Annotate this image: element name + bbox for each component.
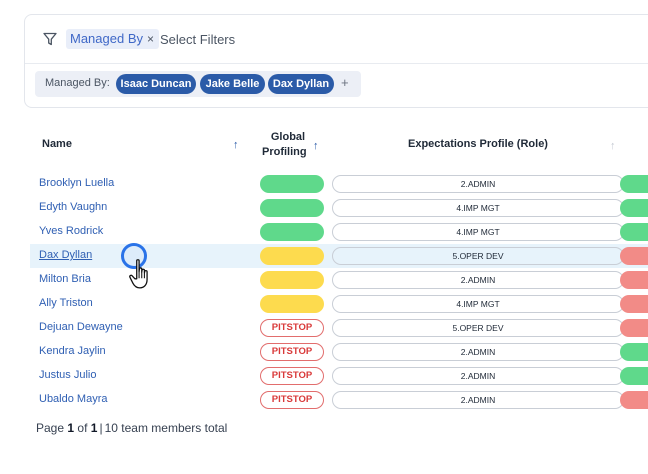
header-global-profiling-line2[interactable]: Profiling <box>262 146 307 158</box>
table-row[interactable]: Kendra Jaylin PITSTOP 2.ADMIN <box>30 340 648 364</box>
status-badge <box>620 295 648 313</box>
expectations-role-badge: 4.IMP MGT <box>332 295 624 313</box>
status-badge <box>620 271 648 289</box>
select-filters-input[interactable]: Select Filters <box>160 32 236 47</box>
page-current: 1 <box>67 421 75 435</box>
expectations-role-badge: 5.OPER DEV <box>332 319 624 337</box>
member-name-link[interactable]: Kendra Jaylin <box>39 345 106 357</box>
sort-expectations-icon[interactable]: ↑ <box>610 140 616 152</box>
header-name[interactable]: Name <box>42 138 72 150</box>
table-row[interactable]: Justus Julio PITSTOP 2.ADMIN <box>30 364 648 388</box>
filter-icon <box>43 32 57 46</box>
manager-pill-dax-dyllan[interactable]: Dax Dyllan <box>268 74 334 94</box>
table-row[interactable]: Dejuan Dewayne PITSTOP 5.OPER DEV <box>30 316 648 340</box>
table-row[interactable]: Ally Triston 4.IMP MGT <box>30 292 648 316</box>
global-profiling-badge: PITSTOP <box>260 391 324 409</box>
member-name-link[interactable]: Milton Bria <box>39 273 91 285</box>
table-row[interactable]: Milton Bria 2.ADMIN <box>30 268 648 292</box>
global-profiling-badge: PITSTOP <box>260 319 324 337</box>
member-name-link[interactable]: Brooklyn Luella <box>39 177 115 189</box>
table-row[interactable]: Yves Rodrick 4.IMP MGT <box>30 220 648 244</box>
member-name-link[interactable]: Yves Rodrick <box>39 225 104 237</box>
members-total: 10 team members total <box>104 421 228 435</box>
member-name-link[interactable]: Dax Dyllan <box>39 249 93 261</box>
sort-profiling-icon[interactable]: ↑ <box>313 140 319 152</box>
header-expectations-profile[interactable]: Expectations Profile (Role) <box>408 138 548 150</box>
filter-card: Managed By × Select Filters Managed By: I… <box>24 14 648 108</box>
status-badge <box>620 223 648 241</box>
expectations-role-badge: 2.ADMIN <box>332 175 624 193</box>
expectations-role-badge: 4.IMP MGT <box>332 223 624 241</box>
member-name-link[interactable]: Dejuan Dewayne <box>39 321 123 333</box>
header-global-profiling-line1[interactable]: Global <box>270 131 306 143</box>
table-row[interactable]: Ubaldo Mayra PITSTOP 2.ADMIN <box>30 388 648 412</box>
managed-by-filter-chip[interactable]: Managed By × <box>66 29 160 49</box>
sort-name-icon[interactable]: ↑ <box>233 139 239 151</box>
table-row[interactable]: Dax Dyllan 5.OPER DEV <box>30 244 648 268</box>
member-name-link[interactable]: Edyth Vaughn <box>39 201 108 213</box>
table-row[interactable]: Edyth Vaughn 4.IMP MGT <box>30 196 648 220</box>
add-filter-icon[interactable]: + <box>341 75 349 90</box>
member-name-link[interactable]: Ubaldo Mayra <box>39 393 108 405</box>
pagination-summary: Page 1 of 1 | 10 team members total <box>36 421 227 435</box>
expectations-role-badge: 2.ADMIN <box>332 343 624 361</box>
page-word: Page <box>36 421 65 435</box>
active-filter-label: Managed By: <box>45 77 110 89</box>
table-row[interactable]: Brooklyn Luella 2.ADMIN <box>30 172 648 196</box>
manager-pill-isaac-duncan[interactable]: Isaac Duncan <box>116 74 196 94</box>
status-badge <box>620 319 648 337</box>
status-badge <box>620 175 648 193</box>
separator: | <box>99 421 103 435</box>
active-filters-bar: Managed By: Isaac Duncan Jake Belle Dax … <box>35 71 361 97</box>
status-badge <box>620 391 648 409</box>
expectations-role-badge: 4.IMP MGT <box>332 199 624 217</box>
manager-pill-jake-belle[interactable]: Jake Belle <box>200 74 265 94</box>
global-profiling-badge <box>260 271 324 289</box>
global-profiling-badge <box>260 175 324 193</box>
filter-bar[interactable]: Managed By × Select Filters <box>25 15 648 64</box>
hand-pointer-icon <box>129 259 148 289</box>
status-badge <box>620 343 648 361</box>
expectations-role-badge: 5.OPER DEV <box>332 247 624 265</box>
of-word: of <box>77 421 88 435</box>
expectations-role-badge: 2.ADMIN <box>332 391 624 409</box>
managed-by-chip-label: Managed By <box>70 31 143 46</box>
global-profiling-badge <box>260 295 324 313</box>
expectations-role-badge: 2.ADMIN <box>332 367 624 385</box>
global-profiling-badge <box>260 223 324 241</box>
page-total: 1 <box>90 421 98 435</box>
status-badge <box>620 247 648 265</box>
member-name-link[interactable]: Justus Julio <box>39 369 97 381</box>
global-profiling-badge: PITSTOP <box>260 367 324 385</box>
expectations-role-badge: 2.ADMIN <box>332 271 624 289</box>
click-indicator <box>121 243 147 269</box>
global-profiling-badge <box>260 247 324 265</box>
status-badge <box>620 199 648 217</box>
remove-filter-icon[interactable]: × <box>147 32 155 46</box>
status-badge <box>620 367 648 385</box>
member-name-link[interactable]: Ally Triston <box>39 297 93 309</box>
global-profiling-badge: PITSTOP <box>260 343 324 361</box>
global-profiling-badge <box>260 199 324 217</box>
